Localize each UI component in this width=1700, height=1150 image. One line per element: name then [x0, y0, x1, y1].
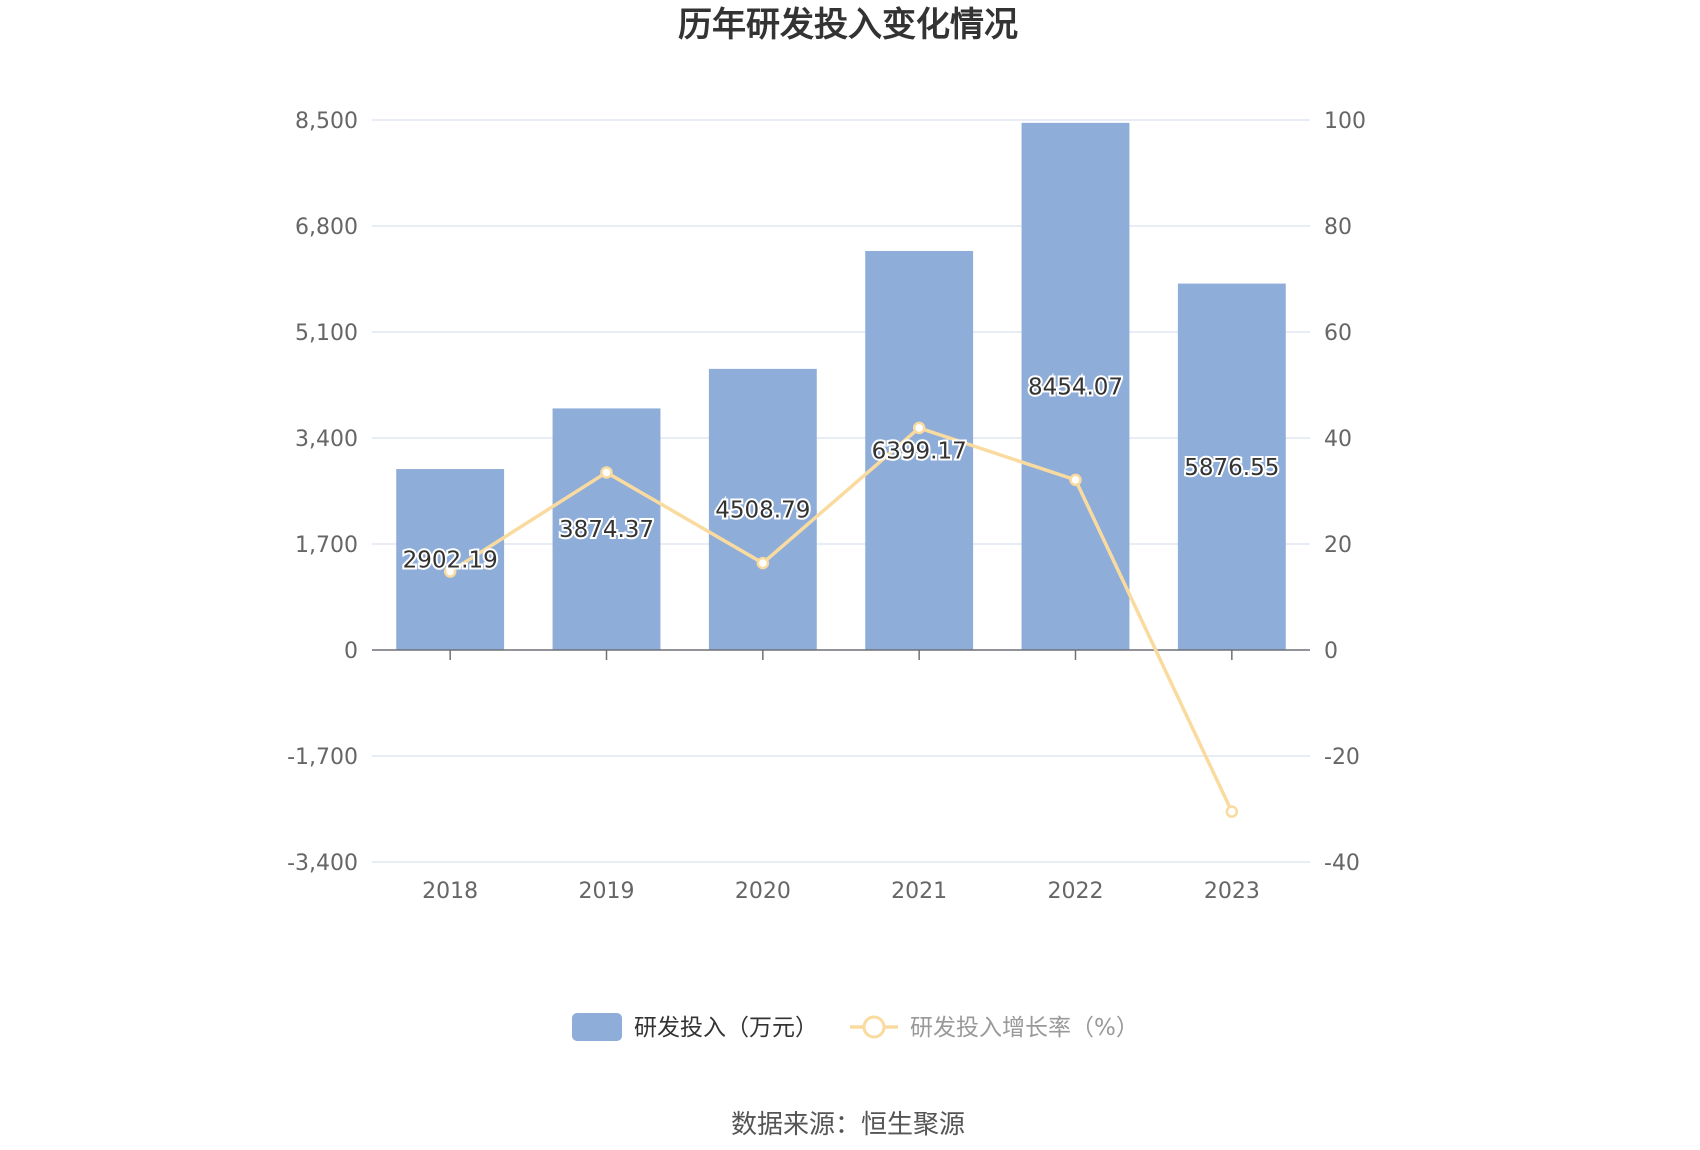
bar-data-labels: 2902.19 3874.37 4508.79 6399.17 8454.07 5876.…	[401, 372, 1282, 575]
line-point	[1069, 473, 1082, 487]
x-tick-label: 2023	[1204, 879, 1260, 904]
legend-item-growth-rate[interactable]: 研发投入增长率（%）	[850, 1015, 1139, 1041]
bar	[708, 368, 817, 650]
line-point	[600, 466, 613, 479]
line-series	[443, 421, 1239, 818]
axes: -3,400 -1,700 0 1,700 3,400 5,100 6,800 8,500 -4…	[287, 109, 1366, 904]
y-left-tick-label: 1,700	[295, 533, 358, 558]
y-left-tick-label: -3,400	[287, 851, 358, 876]
y-left-tick-label: 0	[344, 639, 358, 664]
y-left-tick-label: 3,400	[295, 427, 358, 452]
bar-value-label: 6399.17	[872, 438, 967, 464]
legend-label: 研发投入增长率（%）	[910, 1015, 1139, 1041]
gridlines	[372, 119, 1310, 863]
chart-title: 历年研发投入变化情况	[678, 5, 1018, 45]
bar	[396, 469, 505, 650]
growth-rate-line	[449, 426, 1234, 813]
y-right-tick-label: 20	[1324, 533, 1352, 558]
x-tick-label: 2022	[1048, 879, 1104, 904]
y-right-tick-label: -20	[1324, 745, 1360, 770]
x-tick-label: 2019	[579, 879, 635, 904]
bar-value-label: 2902.19	[403, 548, 498, 574]
y-right-tick-label: 80	[1324, 215, 1352, 240]
bar	[1177, 283, 1286, 650]
legend[interactable]: 研发投入（万元） 研发投入增长率（%）	[572, 1013, 1139, 1041]
x-tick-label: 2020	[735, 879, 791, 904]
data-source-note: 数据来源：恒生聚源	[731, 1110, 965, 1140]
bar	[552, 408, 661, 650]
x-tick-label: 2018	[422, 879, 478, 904]
legend-label: 研发投入（万元）	[634, 1015, 818, 1041]
bar-value-label: 4508.79	[715, 497, 810, 523]
line-point	[443, 565, 457, 578]
legend-swatch-bar	[572, 1013, 622, 1041]
bar	[865, 250, 974, 651]
line-point	[912, 421, 926, 435]
x-tick-label: 2021	[891, 879, 947, 904]
bar	[1021, 122, 1130, 650]
y-right-tick-label: 60	[1324, 321, 1352, 346]
bar-series	[396, 122, 1286, 651]
y-left-tick-label: 6,800	[295, 215, 358, 240]
legend-item-rd-investment[interactable]: 研发投入（万元）	[572, 1013, 818, 1041]
y-right-tick-label: 40	[1324, 427, 1352, 452]
y-right-tick-label: 0	[1324, 639, 1338, 664]
y-right-tick-label: 100	[1324, 109, 1366, 134]
y-left-tick-label: -1,700	[287, 745, 358, 770]
y-left-tick-label: 8,500	[295, 109, 358, 134]
y-left-tick-label: 5,100	[295, 321, 358, 346]
line-point	[1225, 805, 1239, 818]
legend-swatch-marker	[862, 1015, 886, 1039]
bar-value-label: 3874.37	[559, 517, 654, 543]
y-right-tick-label: -40	[1324, 851, 1360, 876]
line-point	[756, 556, 770, 570]
bar-value-label: 8454.07	[1028, 374, 1123, 400]
bar-value-label: 5876.55	[1184, 455, 1279, 481]
